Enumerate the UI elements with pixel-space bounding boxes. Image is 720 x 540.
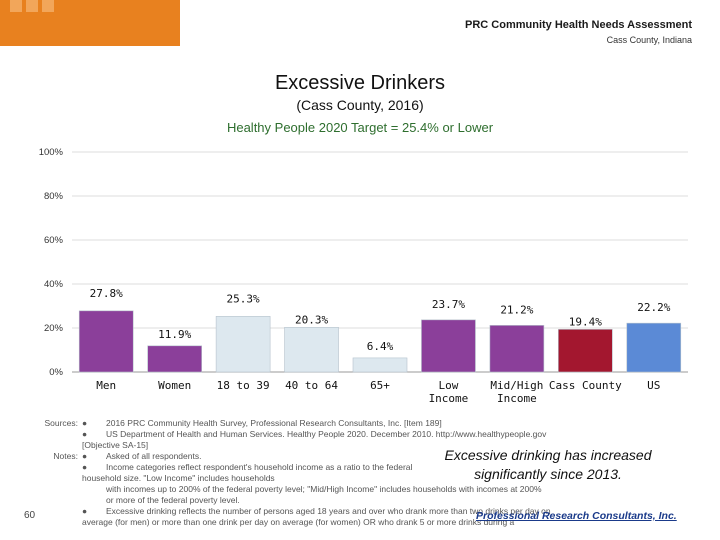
bar: [558, 329, 613, 373]
y-tick-label: 100%: [39, 147, 64, 158]
category-label: 40 to 64: [285, 379, 338, 392]
bar: [78, 310, 134, 373]
bullet-icon: ●: [82, 451, 88, 461]
category-label: 18 to 39: [217, 379, 270, 392]
value-label: 11.9%: [158, 328, 191, 341]
callout-box: Excessive drinking has increased signifi…: [412, 446, 684, 484]
report-subtitle: Cass County, Indiana: [606, 35, 692, 45]
report-title: PRC Community Health Needs Assessment: [465, 19, 692, 31]
y-tick-label: 20%: [44, 323, 64, 334]
page-number: 60: [24, 510, 36, 521]
bullet-icon: ●: [82, 462, 88, 472]
bullet-icon: ●: [82, 418, 88, 428]
note-line: Asked of all respondents.: [106, 451, 202, 461]
logo-square: [26, 0, 38, 12]
value-label: 23.7%: [432, 298, 465, 311]
value-label: 22.2%: [637, 301, 670, 314]
category-label: Women: [158, 379, 191, 392]
notes-label: Notes:: [53, 451, 78, 461]
value-label: 25.3%: [227, 292, 260, 305]
category-label: US: [647, 379, 660, 392]
source-line: US Department of Health and Human Servic…: [106, 429, 547, 439]
value-label: 19.4%: [569, 315, 602, 328]
value-label: 20.3%: [295, 313, 328, 326]
sources-notes: Sources: ● 2016 PRC Community Health Surve…: [36, 418, 686, 528]
note-line: average (for men) or more than one drink…: [82, 517, 515, 527]
chart-title: Excessive Drinkers: [274, 72, 446, 94]
value-label: 6.4%: [367, 340, 394, 353]
category-label: Men: [96, 379, 116, 392]
bullet-icon: ●: [82, 429, 88, 439]
bar: [352, 357, 408, 373]
bar: [284, 327, 339, 373]
y-tick-label: 60%: [44, 235, 64, 246]
logo-square: [10, 0, 22, 12]
callout-line: Excessive drinking has increased: [444, 447, 652, 463]
source-line: 2016 PRC Community Health Survey, Profes…: [106, 418, 442, 428]
category-label: Cass County: [549, 379, 622, 392]
category-label: Income: [429, 392, 469, 405]
bar: [215, 316, 271, 373]
note-line: household size. "Low Income" includes ho…: [82, 473, 275, 483]
target-text: Healthy People 2020 Target = 25.4% or Lo…: [226, 120, 494, 135]
brand-logo-block: [0, 0, 180, 46]
note-line: Excessive drinking reflects the number o…: [106, 506, 551, 516]
logo-square: [42, 0, 54, 12]
category-label: 65+: [370, 379, 390, 392]
sources-label: Sources:: [44, 418, 78, 428]
bullet-icon: ●: [82, 506, 88, 516]
value-label: 27.8%: [90, 287, 123, 300]
bar: [421, 319, 476, 373]
prc-logo: Professional Research Consultants, Inc.: [476, 510, 677, 522]
y-tick-label: 80%: [44, 191, 64, 202]
bar: [147, 345, 202, 373]
bar: [489, 325, 545, 373]
callout-line: significantly since 2013.: [474, 466, 622, 482]
category-label: Income: [497, 392, 537, 405]
category-label: Mid/High: [490, 379, 543, 392]
bar: [626, 322, 682, 373]
chart-subtitle: (Cass County, 2016): [296, 97, 424, 113]
value-label: 21.2%: [500, 303, 533, 316]
source-line: [Objective SA-15]: [82, 440, 149, 450]
bar-chart: 100% 80% 60% 40% 20% 0% 27.8% Men 11.9% Women 25.3…: [39, 147, 688, 405]
note-line: Income categories reflect respondent's h…: [106, 462, 518, 472]
y-tick-label: 40%: [44, 279, 64, 290]
category-label: Low: [439, 379, 459, 392]
note-line: with incomes up to 200% of the federal p…: [106, 484, 542, 494]
note-line: or more of the federal poverty level.: [106, 495, 240, 505]
y-tick-label: 0%: [49, 367, 63, 378]
